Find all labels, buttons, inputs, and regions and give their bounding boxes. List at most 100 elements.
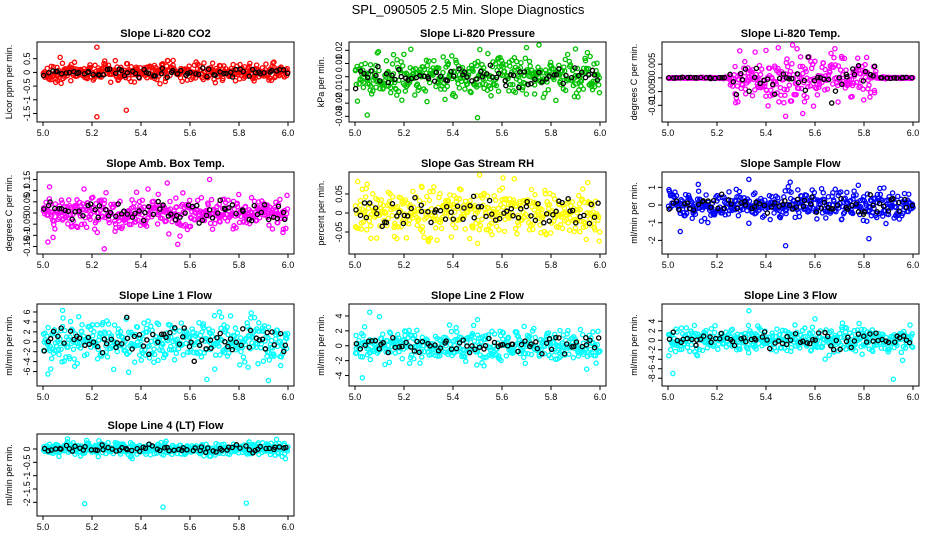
data-point <box>251 78 257 84</box>
data-point <box>456 196 463 202</box>
data-point <box>794 46 800 52</box>
data-point <box>832 186 839 193</box>
y-tick-label: -0.1 <box>22 228 32 244</box>
reference-point <box>221 70 227 77</box>
y-axis-label: Licor ppm per min. <box>4 45 14 120</box>
reference-point <box>800 203 807 209</box>
reference-point <box>460 216 466 222</box>
data-point <box>225 350 232 356</box>
data-point <box>567 215 573 221</box>
reference-point <box>746 88 752 95</box>
x-tick-label: 5.2 <box>86 392 99 402</box>
x-tick-label: 5.4 <box>447 260 460 270</box>
data-point <box>682 191 689 198</box>
reference-point <box>833 337 840 344</box>
reference-point <box>564 341 570 347</box>
data-point <box>456 85 463 91</box>
reference-point <box>589 67 596 74</box>
data-point <box>855 182 862 189</box>
data-point <box>522 360 529 367</box>
data-point <box>59 60 66 67</box>
data-point <box>432 212 438 219</box>
data-point <box>424 98 430 105</box>
data-point <box>56 351 62 358</box>
reference-point <box>194 202 200 209</box>
data-point <box>284 206 291 212</box>
data-point <box>823 215 829 221</box>
data-point <box>687 348 693 355</box>
data-point <box>816 84 822 90</box>
reference-point <box>684 335 690 342</box>
reference-point <box>401 212 408 219</box>
data-point <box>871 205 877 212</box>
data-point <box>251 198 258 205</box>
reference-point <box>863 339 870 345</box>
y-tick-label: 0.1 <box>22 184 32 197</box>
reference-point <box>900 333 907 339</box>
data-point <box>769 330 775 336</box>
reference-point <box>848 344 854 351</box>
x-tick-label: 5.4 <box>135 260 148 270</box>
reference-point <box>479 74 486 80</box>
panel-title: Slope Line 1 Flow <box>119 290 212 302</box>
reference-point <box>274 215 281 222</box>
data-point <box>403 235 410 241</box>
reference-point <box>757 80 763 87</box>
reference-point <box>187 69 193 76</box>
reference-point <box>892 339 898 345</box>
data-point <box>388 80 395 86</box>
data-point <box>831 198 837 205</box>
data-point <box>774 194 781 201</box>
data-point <box>592 227 598 233</box>
reference-point <box>563 72 569 79</box>
reference-point <box>408 344 414 350</box>
reference-point <box>227 336 234 342</box>
reference-point <box>76 208 82 214</box>
data-point-outlier <box>775 44 782 51</box>
reference-point <box>184 70 191 77</box>
reference-point <box>695 201 702 208</box>
reference-point <box>145 70 152 77</box>
data-point-outlier <box>265 377 272 384</box>
data-point <box>367 61 374 68</box>
data-point <box>513 203 520 209</box>
reference-point <box>775 338 782 344</box>
data-point <box>402 88 409 94</box>
reference-point <box>271 342 278 348</box>
data-point <box>462 354 468 360</box>
data-point <box>170 57 176 64</box>
reference-point <box>742 202 749 208</box>
y-tick-label: -0.01 <box>334 80 344 101</box>
data-point <box>588 83 595 90</box>
data-point <box>474 62 480 69</box>
x-tick-label: 6.0 <box>594 128 607 138</box>
reference-point <box>759 334 766 340</box>
reference-point <box>247 327 254 334</box>
reference-point <box>282 342 289 349</box>
data-point <box>101 200 107 207</box>
x-tick-label: 5.8 <box>545 260 558 270</box>
data-point <box>219 337 225 344</box>
reference-point <box>906 339 913 346</box>
data-point <box>255 360 261 367</box>
data-point <box>857 83 864 89</box>
data-point <box>514 231 520 237</box>
reference-point <box>496 215 503 222</box>
reference-point <box>697 74 704 81</box>
data-point <box>543 230 550 237</box>
data-point <box>870 348 876 355</box>
data-point <box>406 327 412 334</box>
x-tick-label: 5.8 <box>545 392 558 402</box>
data-point <box>863 54 870 61</box>
data-point <box>753 346 759 352</box>
data-point <box>265 324 272 330</box>
data-point <box>498 357 504 364</box>
data-point <box>390 206 397 212</box>
reference-point <box>573 220 579 226</box>
reference-point <box>403 339 409 346</box>
x-tick-label: 5.8 <box>858 392 871 402</box>
data-point <box>512 225 519 232</box>
data-point <box>426 79 433 86</box>
reference-point <box>448 209 455 215</box>
y-tick-label: 0.5 <box>22 52 32 65</box>
